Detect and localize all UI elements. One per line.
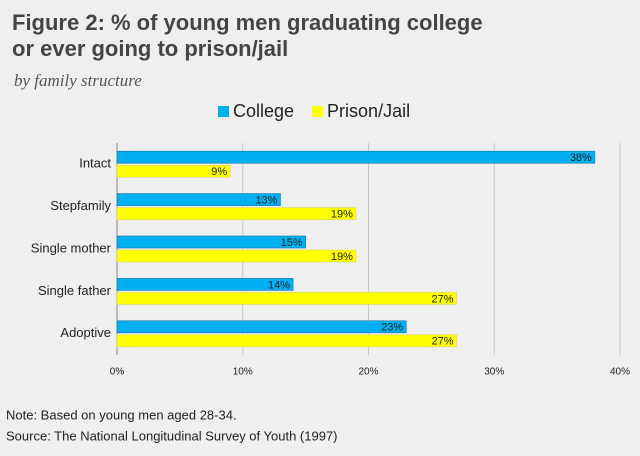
x-tick-label: 20%: [358, 367, 378, 378]
bar: [116, 164, 231, 178]
bar: [116, 334, 457, 348]
bar: [116, 150, 596, 164]
bar: [116, 235, 306, 249]
y-tick-label: Intact: [79, 156, 111, 171]
y-tick-label: Stepfamily: [50, 198, 111, 213]
data-label: 27%: [431, 293, 453, 305]
data-label: 9%: [211, 166, 227, 178]
data-label: 15%: [281, 237, 303, 249]
data-label: 19%: [331, 209, 353, 221]
chart-title: Figure 2: % of young men graduating coll…: [12, 10, 483, 35]
bar: [116, 320, 407, 334]
y-tick-label: Single mother: [31, 240, 112, 255]
x-tick-label: 40%: [610, 367, 630, 378]
data-label: 38%: [570, 152, 592, 164]
x-tick-label: 30%: [484, 367, 504, 378]
data-label: 27%: [431, 336, 453, 348]
legend-swatch: [218, 106, 229, 117]
bar: [116, 278, 294, 291]
x-tick-label: 10%: [233, 367, 253, 378]
bar: [116, 292, 457, 305]
legend-swatch: [312, 106, 324, 117]
bar: [116, 207, 357, 220]
chart-subtitle: by family structure: [14, 71, 142, 90]
data-label: 19%: [331, 251, 353, 263]
note: Source: The National Longitudinal Survey…: [6, 428, 338, 443]
y-tick-label: Adoptive: [60, 325, 111, 340]
note: Note: Based on young men aged 28-34.: [6, 407, 237, 422]
legend-label: College: [233, 101, 294, 121]
legend-label: Prison/Jail: [327, 101, 410, 121]
y-tick-label: Single father: [38, 283, 112, 298]
bar: [116, 193, 281, 206]
x-tick-label: 0%: [110, 367, 125, 378]
data-label: 13%: [255, 195, 277, 207]
chart-title: or ever going to prison/jail: [12, 36, 288, 61]
data-label: 23%: [381, 322, 403, 334]
data-label: 14%: [268, 279, 290, 291]
bar: [116, 249, 357, 263]
